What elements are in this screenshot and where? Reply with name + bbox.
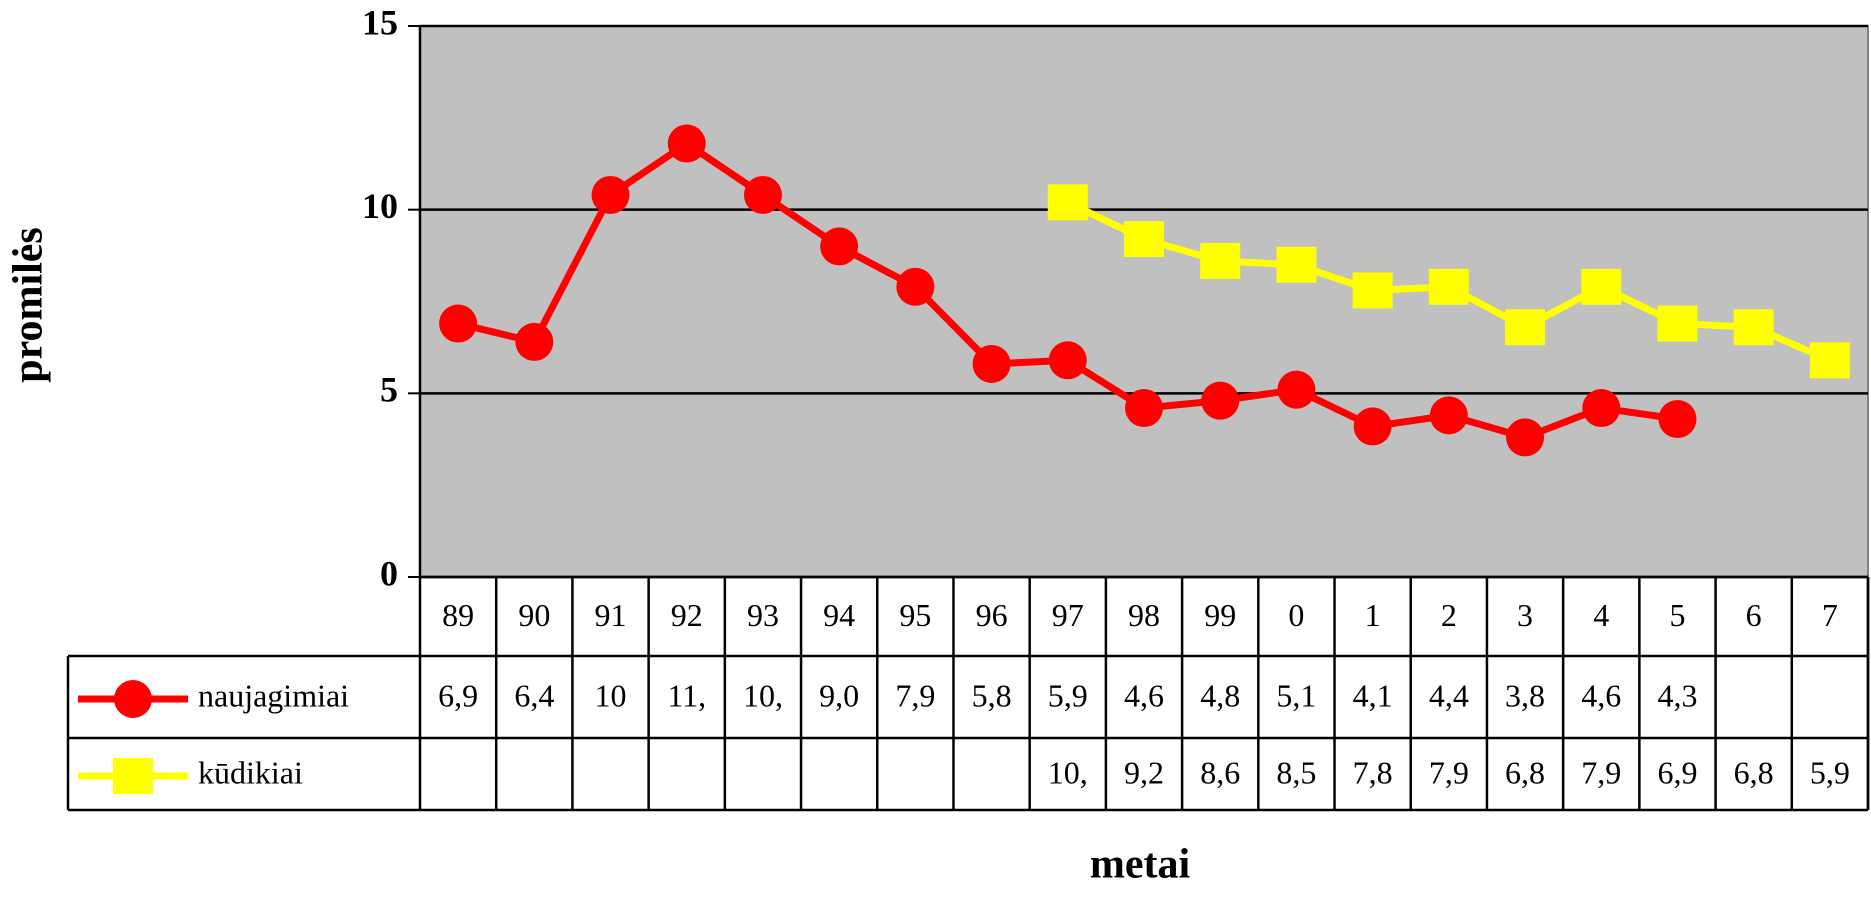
table-value: 4,6 bbox=[1581, 677, 1621, 713]
table-value: 4,8 bbox=[1200, 677, 1240, 713]
legend-label: kūdikiai bbox=[198, 754, 303, 790]
data-point bbox=[896, 267, 935, 306]
data-point bbox=[1276, 246, 1317, 283]
table-value: 10 bbox=[595, 677, 627, 713]
data-point bbox=[1582, 389, 1621, 428]
table-value: 6,4 bbox=[514, 677, 554, 713]
data-point bbox=[1733, 309, 1774, 346]
data-point bbox=[1353, 407, 1392, 446]
x-tick-label: 93 bbox=[747, 597, 779, 633]
table-value: 4,6 bbox=[1124, 677, 1164, 713]
x-tick-label: 6 bbox=[1746, 597, 1762, 633]
table-value: 7,9 bbox=[1581, 754, 1621, 790]
table-value: 7,9 bbox=[895, 677, 935, 713]
x-tick-label: 96 bbox=[976, 597, 1008, 633]
y-tick-label: 5 bbox=[380, 370, 398, 410]
x-tick-label: 92 bbox=[671, 597, 703, 633]
data-point bbox=[1200, 243, 1241, 280]
data-point bbox=[1581, 268, 1622, 305]
data-point bbox=[1658, 400, 1697, 439]
data-point bbox=[1277, 370, 1316, 409]
data-point bbox=[972, 344, 1011, 383]
data-point bbox=[591, 175, 630, 214]
data-point bbox=[515, 322, 554, 361]
data-point bbox=[1124, 221, 1164, 258]
data-point bbox=[1809, 342, 1850, 379]
x-tick-label: 5 bbox=[1669, 597, 1685, 633]
y-tick-label: 10 bbox=[362, 186, 398, 226]
table-value: 6,9 bbox=[438, 677, 478, 713]
table-value: 10, bbox=[743, 677, 783, 713]
x-tick-label: 89 bbox=[442, 597, 474, 633]
legend-marker bbox=[114, 680, 152, 718]
x-tick-label: 7 bbox=[1822, 597, 1838, 633]
data-point bbox=[1352, 272, 1393, 309]
table-value: 5,9 bbox=[1810, 754, 1850, 790]
x-tick-label: 3 bbox=[1517, 597, 1533, 633]
data-point bbox=[1429, 396, 1468, 435]
table-value: 9,0 bbox=[819, 677, 859, 713]
data-point bbox=[820, 227, 859, 266]
data-point bbox=[1047, 184, 1088, 221]
legend-marker bbox=[113, 758, 153, 794]
table-value: 6,8 bbox=[1505, 754, 1545, 790]
table-value: 7,8 bbox=[1353, 754, 1393, 790]
x-tick-label: 91 bbox=[595, 597, 627, 633]
x-axis-title: metai bbox=[1090, 842, 1191, 888]
x-tick-label: 90 bbox=[518, 597, 550, 633]
table-value: 5,1 bbox=[1276, 677, 1316, 713]
table-value: 5,8 bbox=[972, 677, 1012, 713]
plot-area bbox=[419, 25, 1869, 578]
table-value: 5,9 bbox=[1048, 677, 1088, 713]
table-value: 4,3 bbox=[1657, 677, 1697, 713]
table-value: 4,1 bbox=[1353, 677, 1393, 713]
table-value: 7,9 bbox=[1429, 754, 1469, 790]
table-value: 8,5 bbox=[1276, 754, 1316, 790]
data-point bbox=[743, 175, 782, 214]
x-tick-label: 4 bbox=[1593, 597, 1609, 633]
table-value: 8,6 bbox=[1200, 754, 1240, 790]
x-tick-label: 95 bbox=[899, 597, 931, 633]
data-point bbox=[1048, 341, 1087, 380]
x-tick-label: 2 bbox=[1441, 597, 1457, 633]
legend-label: naujagimiai bbox=[198, 677, 349, 713]
table-value: 6,8 bbox=[1734, 754, 1774, 790]
x-tick-label: 98 bbox=[1128, 597, 1160, 633]
x-tick-label: 94 bbox=[823, 597, 855, 633]
x-tick-label: 99 bbox=[1204, 597, 1236, 633]
x-tick-label: 1 bbox=[1365, 597, 1381, 633]
table-value: 11, bbox=[667, 677, 706, 713]
y-tick-label: 15 bbox=[362, 2, 398, 42]
table-value: 3,8 bbox=[1505, 677, 1545, 713]
x-tick-label: 97 bbox=[1052, 597, 1084, 633]
data-point bbox=[1201, 381, 1240, 420]
x-tick-label: 0 bbox=[1288, 597, 1304, 633]
table-value: 4,4 bbox=[1429, 677, 1469, 713]
table-value: 9,2 bbox=[1124, 754, 1164, 790]
data-point bbox=[1506, 418, 1545, 457]
y-tick-label: 0 bbox=[380, 553, 398, 593]
data-point bbox=[1125, 389, 1163, 428]
data-point bbox=[1657, 305, 1698, 342]
table-value: 6,9 bbox=[1657, 754, 1697, 790]
y-axis-title: promilės bbox=[6, 227, 52, 383]
data-point bbox=[1505, 309, 1546, 346]
data-point bbox=[439, 304, 478, 343]
data-point bbox=[1428, 268, 1469, 305]
table-value: 10, bbox=[1048, 754, 1088, 790]
data-point bbox=[667, 124, 706, 163]
